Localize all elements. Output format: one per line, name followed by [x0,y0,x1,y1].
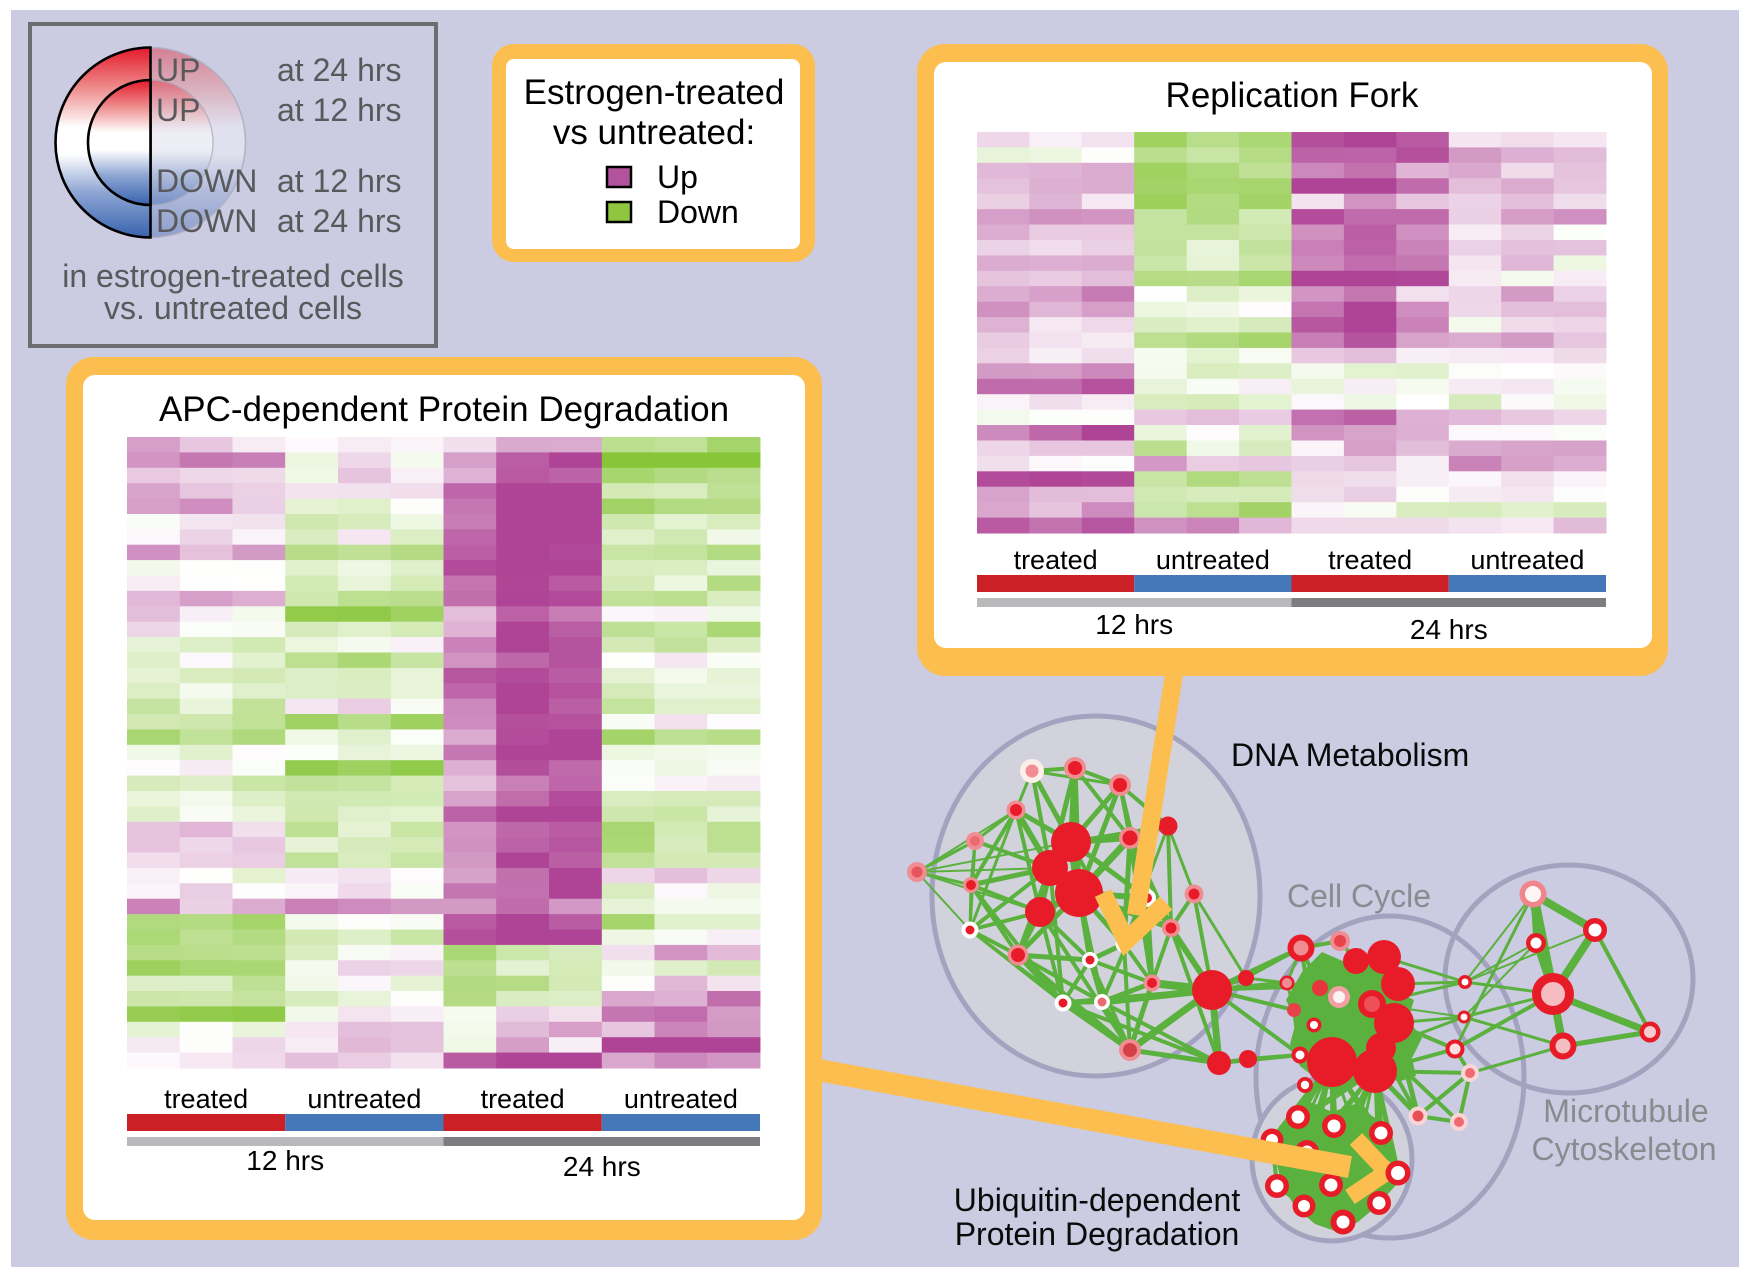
svg-text:Ubiquitin-dependent: Ubiquitin-dependent [954,1182,1241,1218]
svg-text:treated: treated [1328,545,1412,575]
svg-text:in estrogen-treated cells: in estrogen-treated cells [62,258,404,294]
svg-text:APC-dependent Protein Degradat: APC-dependent Protein Degradation [159,390,729,429]
svg-text:Down: Down [657,194,739,230]
svg-text:untreated: untreated [307,1084,421,1114]
svg-text:at 24 hrs: at 24 hrs [277,203,402,239]
svg-text:untreated: untreated [1156,545,1270,575]
svg-text:DNA Metabolism: DNA Metabolism [1231,737,1469,773]
svg-text:DOWN: DOWN [156,203,257,239]
svg-text:Estrogen-treated: Estrogen-treated [524,73,785,112]
svg-text:DOWN: DOWN [156,163,257,199]
svg-text:Replication Fork: Replication Fork [1166,76,1419,115]
svg-text:untreated: untreated [1470,545,1584,575]
svg-text:at 24 hrs: at 24 hrs [277,52,402,88]
svg-text:UP: UP [156,52,200,88]
svg-text:treated: treated [481,1084,565,1114]
svg-text:Up: Up [657,159,698,195]
svg-text:12 hrs: 12 hrs [246,1145,324,1176]
svg-text:24 hrs: 24 hrs [1410,614,1488,645]
svg-text:24 hrs: 24 hrs [563,1151,641,1182]
svg-text:vs. untreated cells: vs. untreated cells [104,290,362,326]
svg-text:treated: treated [164,1084,248,1114]
svg-text:treated: treated [1014,545,1098,575]
svg-text:Cytoskeleton: Cytoskeleton [1532,1131,1717,1167]
svg-text:UP: UP [156,92,200,128]
svg-text:12 hrs: 12 hrs [1095,609,1173,640]
svg-text:Microtubule: Microtubule [1543,1093,1708,1129]
svg-text:vs untreated:: vs untreated: [553,113,755,152]
svg-text:at 12 hrs: at 12 hrs [277,92,402,128]
svg-text:Protein Degradation: Protein Degradation [955,1216,1240,1252]
svg-text:untreated: untreated [624,1084,738,1114]
svg-text:Cell Cycle: Cell Cycle [1287,878,1431,914]
svg-text:at 12 hrs: at 12 hrs [277,163,402,199]
